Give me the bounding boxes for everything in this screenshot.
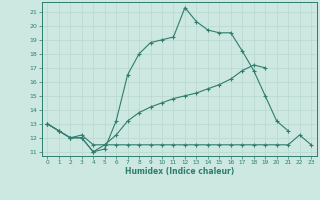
X-axis label: Humidex (Indice chaleur): Humidex (Indice chaleur)	[124, 167, 234, 176]
